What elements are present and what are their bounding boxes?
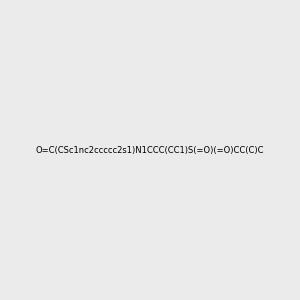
Text: O=C(CSc1nc2ccccc2s1)N1CCC(CC1)S(=O)(=O)CC(C)C: O=C(CSc1nc2ccccc2s1)N1CCC(CC1)S(=O)(=O)C… xyxy=(36,146,264,154)
